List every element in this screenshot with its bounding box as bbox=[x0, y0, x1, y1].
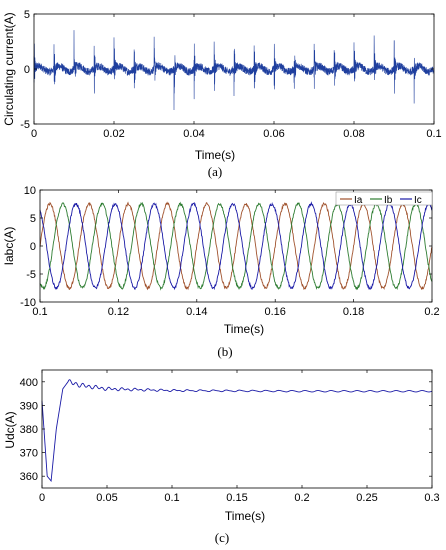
x-tick-label: 0.2 bbox=[294, 492, 309, 504]
x-tick-label: 0.18 bbox=[343, 306, 364, 318]
x-tick-label: 0.15 bbox=[226, 492, 247, 504]
chart-b: 0.1 0.12 0.14 0.16 0.18 0.2 -10 -5 0 5 10 Ia Ib Ic… bbox=[2, 185, 440, 359]
chart-a-caption: (a) bbox=[208, 164, 222, 179]
circulating-current-series bbox=[33, 30, 435, 111]
y-tick-label: -5 bbox=[20, 119, 30, 131]
chart-c: 0 0.05 0.1 0.15 0.2 0.25 0.3 360 370 380 390 400 Ti… bbox=[3, 369, 440, 545]
y-tick-label: 370 bbox=[20, 448, 38, 460]
series-ic bbox=[39, 201, 433, 291]
y-tick-label: 10 bbox=[24, 185, 36, 197]
y-tick-label: 0 bbox=[24, 64, 30, 76]
legend-label-ia: Ia bbox=[354, 195, 363, 206]
legend-label-ib: Ib bbox=[384, 195, 393, 206]
series-ib bbox=[39, 201, 433, 291]
chart-c-ylabel: Udc(A) bbox=[3, 411, 17, 448]
y-tick-label: -5 bbox=[26, 269, 36, 281]
chart-a-ylabel: Circulating current(A) bbox=[2, 12, 16, 125]
series-ia bbox=[39, 201, 433, 291]
chart-c-caption: (c) bbox=[215, 530, 229, 545]
legend-label-ic: Ic bbox=[414, 195, 422, 206]
chart-a-ticks: 0 0.02 0.04 0.06 0.08 0.1-505 bbox=[20, 9, 441, 140]
chart-c-series bbox=[41, 379, 433, 483]
udc-series bbox=[41, 379, 433, 483]
y-tick-label: 360 bbox=[20, 471, 38, 483]
chart-c-xlabel: Time(s) bbox=[225, 509, 265, 523]
chart-b-caption: (b) bbox=[217, 344, 232, 359]
x-tick-label: 0.06 bbox=[263, 128, 284, 140]
chart-b-ticks: 0.1 0.12 0.14 0.16 0.18 0.2 -10 -5 0 5 10 bbox=[20, 185, 440, 318]
x-tick-label: 0.2 bbox=[424, 306, 439, 318]
y-tick-label: -10 bbox=[20, 297, 36, 309]
chart-b-legend: Ia Ib Ic bbox=[335, 191, 433, 206]
chart-a: 0 0.02 0.04 0.06 0.08 0.1-505 Time(s) Circula… bbox=[2, 9, 442, 179]
y-tick-label: 380 bbox=[20, 424, 38, 436]
chart-a-series bbox=[33, 30, 435, 111]
x-tick-label: 0.1 bbox=[32, 306, 47, 318]
y-tick-label: 5 bbox=[24, 9, 30, 21]
x-tick-label: 0.1 bbox=[164, 492, 179, 504]
x-tick-label: 0.1 bbox=[426, 128, 441, 140]
y-tick-label: 390 bbox=[20, 400, 38, 412]
chart-b-series bbox=[39, 201, 433, 291]
x-tick-label: 0.16 bbox=[264, 306, 285, 318]
x-tick-label: 0.04 bbox=[183, 128, 204, 140]
x-tick-label: 0.3 bbox=[424, 492, 439, 504]
legend-box bbox=[335, 191, 433, 206]
chart-b-ylabel: Iabc(A) bbox=[2, 227, 16, 266]
chart-a-xlabel: Time(s) bbox=[195, 148, 235, 162]
x-tick-label: 0.05 bbox=[96, 492, 117, 504]
x-tick-label: 0.08 bbox=[343, 128, 364, 140]
x-tick-label: 0.12 bbox=[108, 306, 129, 318]
y-tick-label: 0 bbox=[30, 241, 36, 253]
x-tick-label: 0 bbox=[31, 128, 37, 140]
y-tick-label: 5 bbox=[30, 213, 36, 225]
x-tick-label: 0.14 bbox=[186, 306, 207, 318]
x-tick-label: 0.25 bbox=[356, 492, 377, 504]
y-tick-label: 400 bbox=[20, 377, 38, 389]
x-tick-label: 0.02 bbox=[103, 128, 124, 140]
chart-b-xlabel: Time(s) bbox=[224, 322, 264, 336]
x-tick-label: 0 bbox=[39, 492, 45, 504]
chart-c-ticks: 0 0.05 0.1 0.15 0.2 0.25 0.3 360 370 380 390 400 bbox=[20, 370, 440, 504]
